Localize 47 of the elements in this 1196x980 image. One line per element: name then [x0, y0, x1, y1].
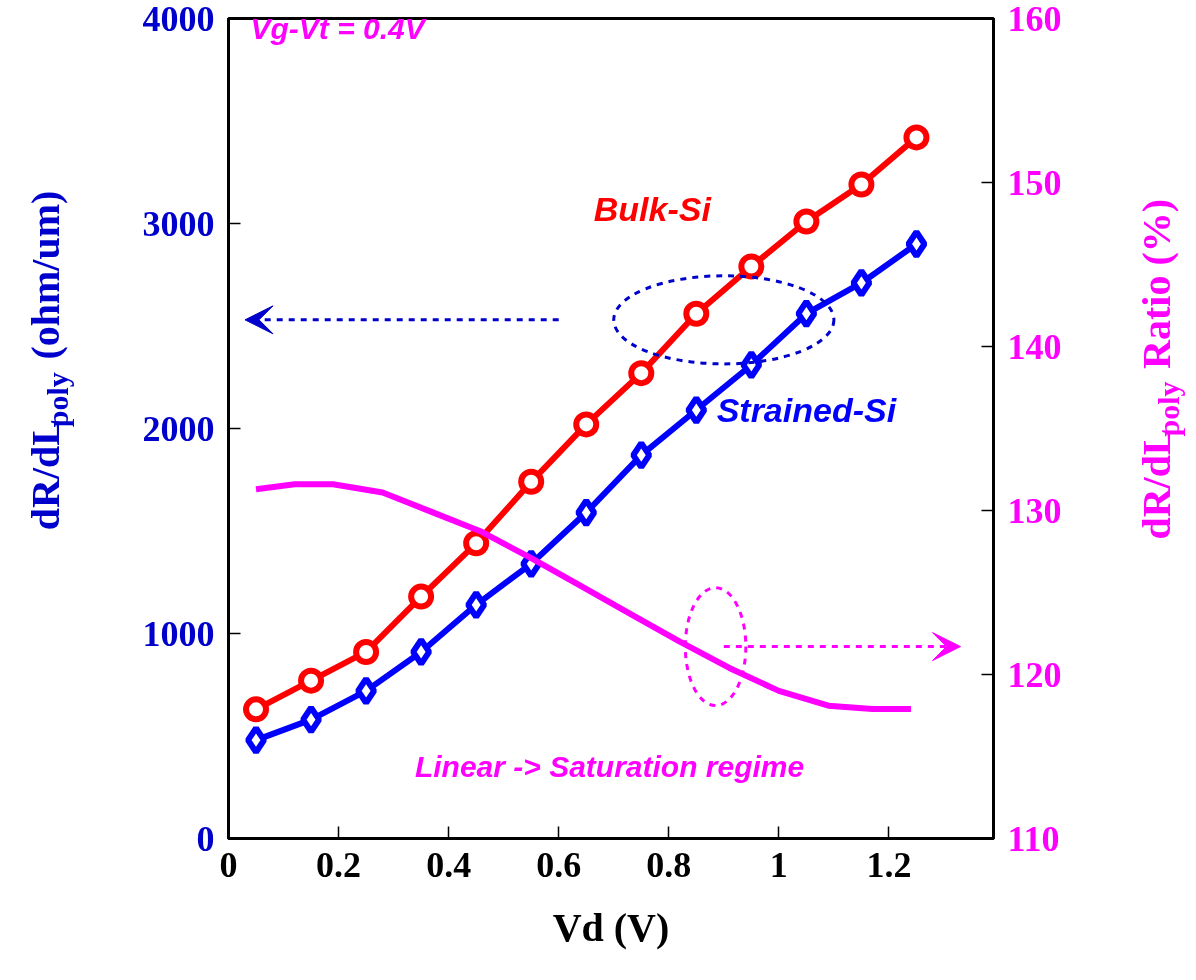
point: [410, 636, 433, 667]
point: [408, 583, 435, 610]
point: [685, 395, 708, 426]
point: [628, 360, 655, 387]
point: [683, 300, 710, 327]
point: [300, 704, 323, 735]
point: [298, 667, 325, 694]
x-tick-label: 0.8: [646, 844, 692, 885]
point: [575, 497, 598, 528]
y2-tick-label: 110: [1007, 818, 1060, 859]
annotation: Linear -> Saturation regime: [414, 750, 805, 784]
y2-tick-label: 120: [1007, 654, 1062, 695]
point: [245, 725, 268, 756]
y-tick-label: 4000: [142, 0, 215, 39]
point: [740, 349, 763, 380]
point: [353, 638, 380, 665]
x-tick-label: 0.6: [536, 844, 582, 885]
point: [355, 675, 378, 706]
y2-tick-label: 130: [1007, 490, 1062, 531]
point: [850, 267, 873, 298]
series-label: Strained-Si: [716, 390, 898, 429]
point: [573, 411, 600, 438]
x-tick-label: 0.2: [316, 844, 362, 885]
point: [630, 440, 653, 471]
y-tick-label: 0: [196, 818, 215, 859]
x-axis-title: Vd (V): [552, 904, 670, 950]
y2-tick-label: 140: [1007, 326, 1062, 367]
x-tick-label: 1: [769, 844, 788, 885]
point: [463, 530, 490, 557]
point: [518, 468, 545, 495]
y2-tick-label: 150: [1007, 162, 1062, 203]
y-tick-label: 1000: [142, 613, 215, 654]
annotation: Vg-Vt = 0.4V: [250, 12, 428, 46]
point: [795, 298, 818, 329]
x-tick-label: 0.4: [426, 844, 472, 885]
x-tick-label: 1.2: [866, 844, 912, 885]
y-tick-label: 3000: [142, 203, 215, 244]
point: [793, 208, 820, 235]
point: [905, 229, 928, 259]
y2-tick-label: 160: [1007, 0, 1062, 39]
point: [243, 696, 270, 723]
point: [848, 171, 875, 198]
point: [465, 589, 488, 620]
series-label: Bulk-Si: [593, 189, 713, 228]
y-tick-label: 2000: [142, 408, 215, 449]
point: [738, 253, 765, 280]
point: [903, 124, 930, 151]
